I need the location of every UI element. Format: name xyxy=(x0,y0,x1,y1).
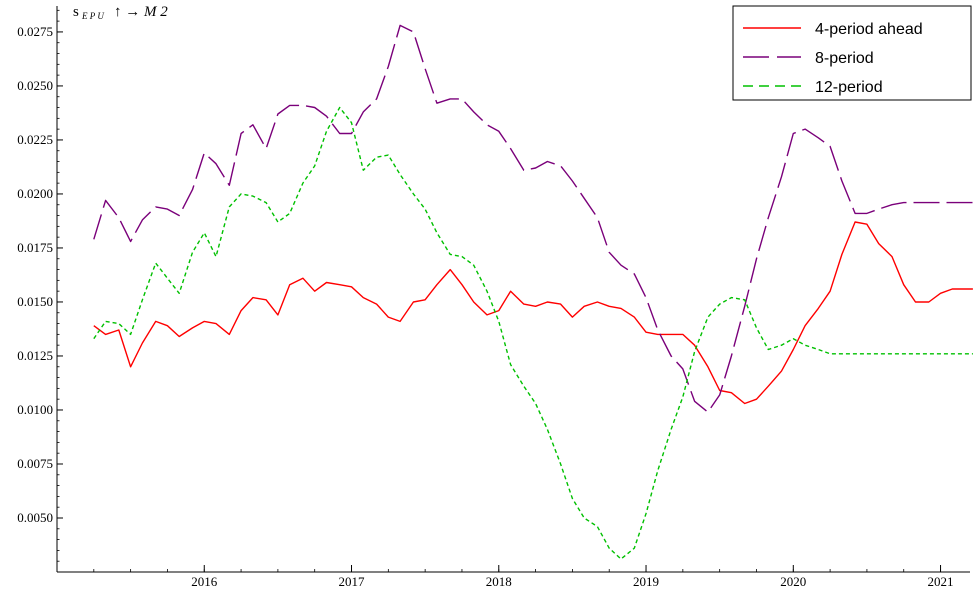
y-tick-label: 0.0200 xyxy=(17,186,53,201)
y-tick-label: 0.0125 xyxy=(17,348,53,363)
x-tick-label: 2021 xyxy=(928,574,954,589)
x-tick-label: 2018 xyxy=(486,574,512,589)
x-tick-label: 2017 xyxy=(339,574,366,589)
y-tick-label: 0.0175 xyxy=(17,240,53,255)
y-tick-label: 0.0150 xyxy=(17,294,53,309)
y-tick-label: 0.0275 xyxy=(17,24,53,39)
chart-title: s E P U ↑ → M 2 xyxy=(73,4,168,21)
series-line-3 xyxy=(93,106,973,560)
x-tick-label: 2016 xyxy=(191,574,218,589)
y-tick-label: 0.0050 xyxy=(17,510,53,525)
legend-label-3: 12-period xyxy=(815,79,883,96)
title-main: s xyxy=(73,4,79,20)
x-tick-label: 2020 xyxy=(780,574,806,589)
x-tick-label: 2019 xyxy=(633,574,659,589)
series-line-1 xyxy=(93,221,973,405)
series-line-2 xyxy=(93,24,973,413)
axes: 0.0050 0.0075 0.0100 0.0125 0.0150 0.0175 0.02… xyxy=(17,6,970,589)
legend: 4-period ahead 8-period 12-period xyxy=(732,5,972,101)
y-tick-label: 0.0100 xyxy=(17,402,53,417)
legend-label-2: 8-period xyxy=(815,50,874,67)
y-tick-label: 0.0225 xyxy=(17,132,53,147)
y-tick-label: 0.0075 xyxy=(17,456,53,471)
y-tick-label: 0.0250 xyxy=(17,78,53,93)
title-tail: ↑ → M 2 xyxy=(114,4,168,20)
legend-box xyxy=(732,5,972,101)
legend-label-1: 4-period ahead xyxy=(815,21,923,38)
series-layer xyxy=(93,24,973,560)
title-subscript: E P U xyxy=(81,11,104,21)
